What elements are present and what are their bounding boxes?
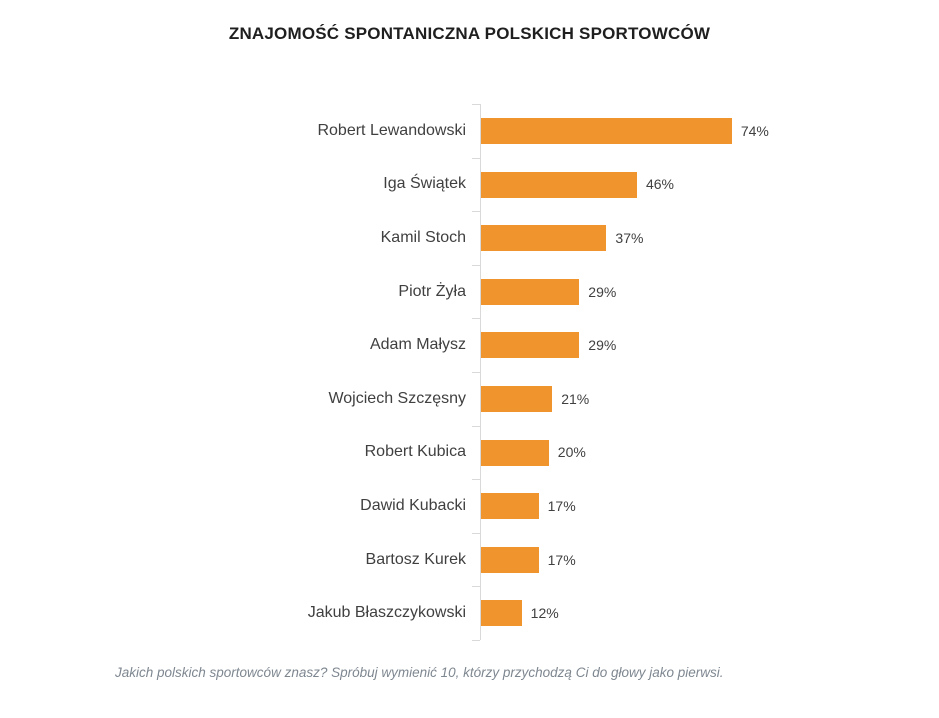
- bar: [481, 332, 580, 359]
- bar: [481, 546, 539, 573]
- axis-tick: [472, 104, 480, 105]
- bar-row: Robert Kubica 20%: [0, 426, 939, 480]
- axis-tick: [472, 318, 480, 320]
- bar-row: Bartosz Kurek 17%: [0, 533, 939, 587]
- category-label: Kamil Stoch: [380, 228, 466, 246]
- axis-tick: [472, 479, 480, 481]
- category-label: Robert Lewandowski: [317, 121, 466, 139]
- value-label: 20%: [557, 444, 586, 461]
- category-label: Dawid Kubacki: [360, 496, 466, 514]
- value-label: 21%: [561, 390, 590, 407]
- bar-row: Dawid Kubacki 17%: [0, 479, 939, 533]
- value-label: 12%: [530, 605, 559, 622]
- bar: [481, 600, 522, 627]
- footnote: Jakich polskich sportowców znasz? Spróbu…: [115, 665, 724, 680]
- bar: [481, 171, 637, 198]
- axis-tick: [472, 586, 480, 588]
- value-label: 29%: [588, 337, 617, 354]
- bar-row: Adam Małysz 29%: [0, 318, 939, 372]
- category-label: Robert Kubica: [364, 443, 466, 461]
- bar-row: Piotr Żyła 29%: [0, 265, 939, 319]
- category-label: Wojciech Szczęsny: [328, 389, 466, 407]
- bar-row: Wojciech Szczęsny 21%: [0, 372, 939, 426]
- value-label: 74%: [740, 122, 769, 139]
- bar: [481, 493, 539, 520]
- bar-row: Robert Lewandowski 74%: [0, 104, 939, 158]
- bar: [481, 225, 607, 252]
- value-label: 46%: [645, 176, 674, 193]
- chart-title: ZNAJOMOŚĆ SPONTANICZNA POLSKICH SPORTOWC…: [228, 24, 711, 43]
- bar: [481, 439, 549, 466]
- category-label: Bartosz Kurek: [365, 550, 466, 568]
- bar-chart: Robert Lewandowski 74% Iga Świątek 46% K…: [0, 104, 939, 641]
- bar: [481, 278, 580, 305]
- bar: [481, 118, 732, 144]
- axis-tick: [472, 157, 480, 159]
- category-label: Jakub Błaszczykowski: [307, 604, 466, 622]
- value-label: 17%: [547, 497, 576, 514]
- category-axis-line: [480, 104, 481, 640]
- axis-tick: [472, 211, 480, 213]
- value-label: 37%: [615, 229, 644, 246]
- bar-row: Jakub Błaszczykowski 12%: [0, 586, 939, 640]
- bar: [481, 386, 553, 412]
- category-label: Adam Małysz: [369, 336, 466, 354]
- axis-tick: [472, 640, 480, 641]
- bar-row: Iga Świątek 46%: [0, 158, 939, 212]
- bar-row: Kamil Stoch 37%: [0, 211, 939, 265]
- category-label: Iga Świątek: [383, 175, 466, 193]
- axis-tick: [472, 532, 480, 534]
- axis-tick: [472, 264, 480, 266]
- axis-tick: [472, 372, 480, 373]
- value-label: 17%: [547, 551, 576, 568]
- axis-tick: [472, 425, 480, 427]
- value-label: 29%: [588, 283, 617, 300]
- category-label: Piotr Żyła: [398, 282, 466, 300]
